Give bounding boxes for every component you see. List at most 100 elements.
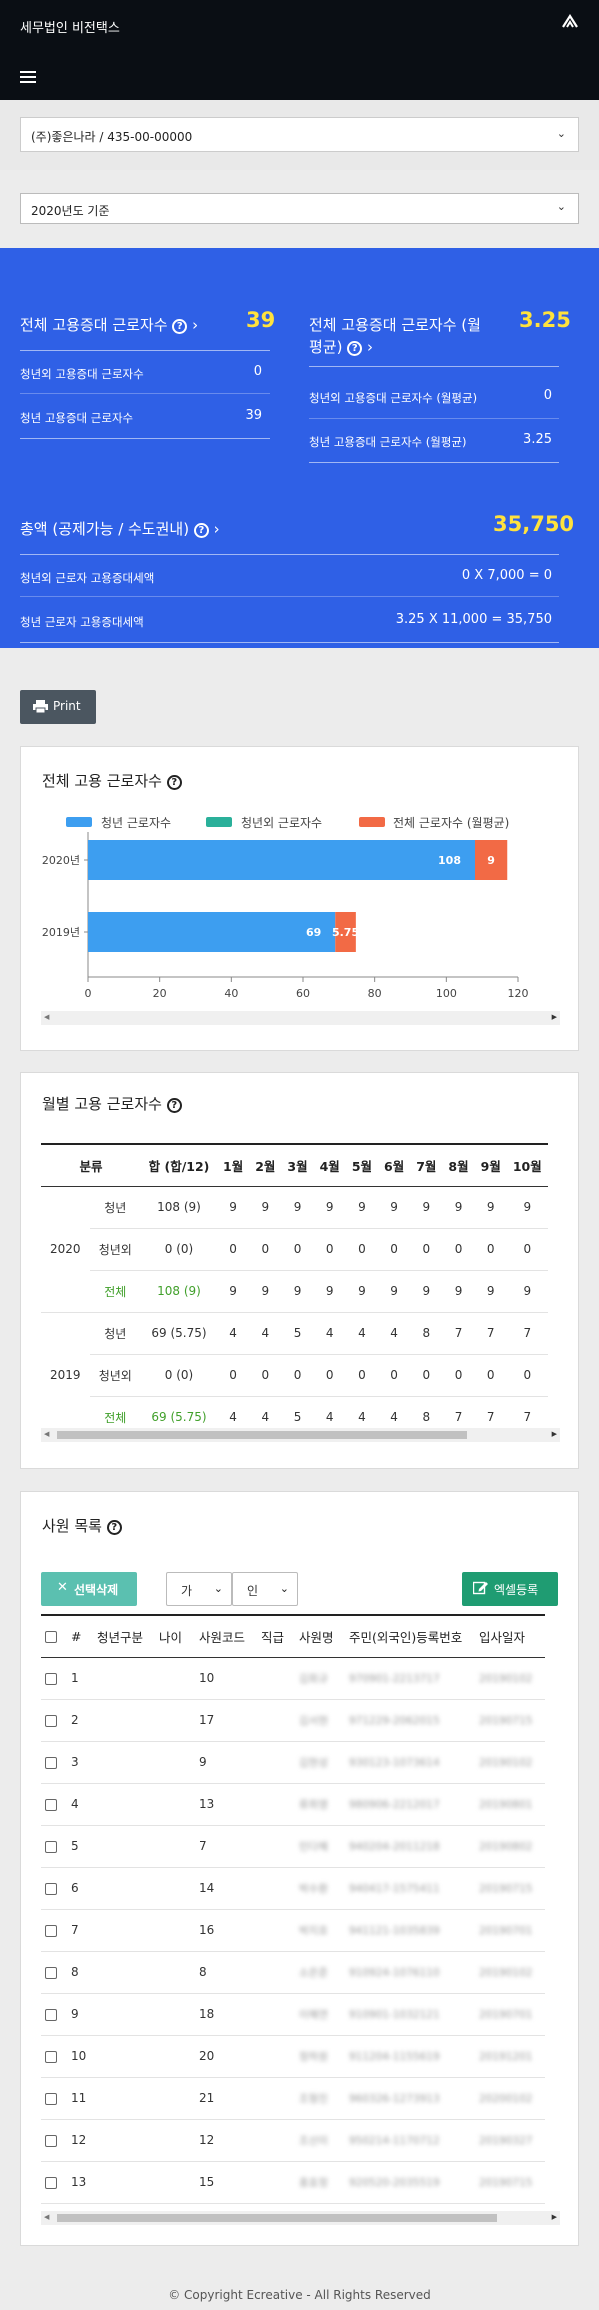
employee-row[interactable]: 9 18 이혜연 910901-1032121 20190701 — [41, 1993, 545, 2036]
help-icon[interactable]: ? — [347, 341, 363, 356]
sort-select[interactable]: 가 ⌄ — [166, 1572, 232, 1606]
youth-cell — [93, 1783, 155, 1826]
employee-scrollbar[interactable]: ◀ ▶ — [41, 2211, 560, 2225]
join-date-cell-text: 20200102 — [479, 2093, 533, 2105]
rank-cell — [257, 1783, 295, 1826]
employee-row[interactable]: 7 16 박지호 941121-1035839 20190701 — [41, 1909, 545, 1952]
checkbox-cell[interactable] — [41, 1993, 67, 2036]
brand-name[interactable]: 세무법인 비전택스 — [20, 21, 120, 36]
row-checkbox[interactable] — [45, 1798, 57, 1811]
scroll-right-arrow-icon[interactable]: ▶ — [551, 1430, 557, 1438]
divider — [20, 393, 270, 394]
checkbox-cell[interactable] — [41, 1741, 67, 1784]
youth-cell — [93, 2077, 155, 2120]
summary-row-value: 0 — [253, 364, 262, 379]
scroll-left-arrow-icon[interactable]: ◀ — [44, 1013, 50, 1021]
legend-youth[interactable]: 청년 근로자수 — [101, 816, 172, 830]
checkbox-cell[interactable] — [41, 1783, 67, 1826]
checkbox-cell[interactable] — [41, 1657, 67, 1700]
total-tax-title[interactable]: 총액 (공제가능 / 수도권내) ? › — [20, 520, 220, 538]
checkbox-cell[interactable] — [41, 1825, 67, 1868]
year-select[interactable]: 2020년도 기준 ⌄ — [20, 193, 579, 224]
checkbox-cell[interactable] — [41, 2161, 67, 2204]
row-checkbox[interactable] — [45, 2176, 57, 2189]
row-checkbox[interactable] — [45, 1924, 57, 1937]
name-cell-text: 정하원 — [299, 2050, 328, 2063]
scroll-right-arrow-icon[interactable]: ▶ — [551, 2213, 557, 2221]
hamburger-icon[interactable] — [20, 71, 36, 83]
company-select[interactable]: (주)좋은나라 / 435-00-00000 ⌄ — [20, 117, 579, 152]
row-checkbox[interactable] — [45, 1840, 57, 1853]
row-checkbox[interactable] — [45, 1714, 57, 1727]
scrollbar-thumb[interactable] — [57, 1431, 467, 1439]
total-increase-title[interactable]: 전체 고용증대 근로자수 ? › — [20, 316, 199, 334]
checkbox-cell[interactable] — [41, 1909, 67, 1952]
scroll-right-arrow-icon[interactable]: ▶ — [551, 1013, 557, 1021]
month-cell: 0 — [506, 1354, 548, 1397]
chart-title-text: 전체 고용 근로자수 — [42, 772, 162, 790]
month-cell: 0 — [281, 1228, 314, 1271]
select-all-checkbox[interactable] — [45, 1631, 57, 1644]
age-cell — [155, 1699, 195, 1742]
monthly-avg-title[interactable]: 전체 고용증대 근로자수 (월 평균) ? › — [309, 316, 481, 356]
employee-row[interactable]: 10 20 정하원 911204-1155619 20191201 — [41, 2035, 545, 2078]
col-select-all[interactable] — [41, 1614, 67, 1658]
filter-select[interactable]: 인 ⌄ — [232, 1572, 298, 1606]
row-checkbox[interactable] — [45, 1756, 57, 1769]
checkbox-cell[interactable] — [41, 1951, 67, 1994]
row-checkbox[interactable] — [45, 2134, 57, 2147]
help-icon[interactable]: ? — [166, 1098, 182, 1113]
row-checkbox[interactable] — [45, 2092, 57, 2105]
employee-row[interactable]: 13 15 홍효정 920520-2035519 20190715 — [41, 2161, 545, 2204]
scrollbar-thumb[interactable] — [57, 2214, 497, 2222]
employee-row[interactable]: 11 21 조형진 960326-1273913 20200102 — [41, 2077, 545, 2120]
help-icon[interactable]: ? — [193, 523, 209, 538]
row-checkbox[interactable] — [45, 1882, 57, 1895]
checkbox-cell[interactable] — [41, 2119, 67, 2162]
join-date-cell-text: 20190701 — [479, 1925, 533, 1937]
employee-row[interactable]: 8 8 소은준 910924-1076110 20190102 — [41, 1951, 545, 1994]
join-date-cell: 20190102 — [475, 1741, 545, 1784]
divider — [20, 554, 559, 555]
help-icon[interactable]: ? — [166, 775, 182, 790]
monthly-scrollbar[interactable]: ◀ ▶ — [41, 1428, 560, 1442]
row-checkbox[interactable] — [45, 2008, 57, 2021]
print-button[interactable]: Print — [20, 690, 96, 724]
month-cell: 7 — [474, 1312, 507, 1355]
month-cell: 7 — [506, 1312, 548, 1355]
employee-row[interactable]: 2 17 김서현 971229-2062015 20190715 — [41, 1699, 545, 1742]
employee-row[interactable]: 5 7 민다혜 940204-2011218 20190802 — [41, 1825, 545, 1868]
checkbox-cell[interactable] — [41, 1699, 67, 1742]
name-cell-text: 소은준 — [299, 1966, 328, 1979]
checkbox-cell[interactable] — [41, 2035, 67, 2078]
checkbox-cell[interactable] — [41, 2077, 67, 2120]
employee-row[interactable]: 1 10 김회규 970901-2213717 20190102 — [41, 1657, 545, 1700]
month-cell: 9 — [474, 1270, 507, 1313]
join-date-cell: 20190801 — [475, 1783, 545, 1826]
scroll-left-arrow-icon[interactable]: ◀ — [44, 1430, 50, 1438]
index-cell: 11 — [67, 2077, 93, 2120]
help-icon[interactable]: ? — [172, 319, 188, 334]
legend-monthly[interactable]: 전체 근로자수 (월평균) — [393, 816, 510, 830]
row-checkbox[interactable] — [45, 1966, 57, 1979]
employee-row[interactable]: 4 13 류희영 980906-2212017 20190801 — [41, 1783, 545, 1826]
join-date-cell-text: 20190715 — [479, 1715, 533, 1727]
employee-row[interactable]: 6 14 박수환 940417-1575411 20190715 — [41, 1867, 545, 1910]
employee-row[interactable]: 12 12 조산미 950214-1170712 20190327 — [41, 2119, 545, 2162]
rrn-cell: 910901-1032121 — [345, 1993, 475, 2036]
help-icon[interactable]: ? — [106, 1520, 122, 1535]
legend-non-youth[interactable]: 청년외 근로자수 — [241, 816, 323, 830]
row-checkbox[interactable] — [45, 1672, 57, 1685]
chart-x-tick-label: 120 — [508, 987, 529, 1000]
checkbox-cell[interactable] — [41, 1867, 67, 1910]
triangle-logo-icon[interactable] — [561, 13, 579, 32]
excel-upload-button[interactable]: 엑셀등록 — [462, 1572, 558, 1606]
row-checkbox[interactable] — [45, 2050, 57, 2063]
code-cell: 18 — [195, 1993, 257, 2036]
delete-selected-button[interactable]: ✕ 선택삭제 — [41, 1572, 137, 1606]
tax-row-value: 3.25 X 11,000 = 35,750 — [395, 612, 552, 627]
employee-row[interactable]: 3 9 김현성 930123-1073614 20190102 — [41, 1741, 545, 1784]
chart-scrollbar[interactable]: ◀ ▶ — [41, 1011, 560, 1025]
name-cell: 류희영 — [295, 1783, 345, 1826]
scroll-left-arrow-icon[interactable]: ◀ — [44, 2213, 50, 2221]
